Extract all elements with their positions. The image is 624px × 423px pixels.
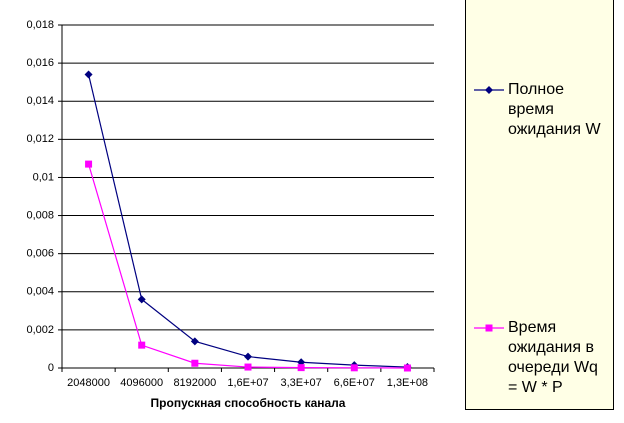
x-tick-label: 6,6E+07	[334, 377, 375, 389]
legend-entry: Время ожидания в очереди Wq = W * P	[474, 318, 612, 398]
y-tick-label: 0,01	[33, 171, 54, 183]
legend-label: Время ожидания в очереди Wq = W * P	[508, 319, 598, 396]
legend-label: Полное время ожидания W	[508, 81, 601, 138]
data-point	[244, 363, 252, 371]
data-point	[190, 337, 199, 346]
y-tick-label: 0	[48, 362, 54, 374]
x-tick-label: 8192000	[173, 377, 216, 389]
data-point	[137, 295, 146, 304]
legend-marker	[485, 324, 493, 332]
x-tick-label: 4096000	[120, 377, 163, 389]
series-line	[87, 74, 408, 368]
y-tick-label: 0,008	[26, 209, 54, 221]
data-point	[84, 70, 93, 79]
data-point	[191, 359, 199, 367]
y-tick-label: 0,016	[26, 57, 54, 69]
x-tick-label: 2048000	[67, 377, 110, 389]
y-tick-label: 0,004	[26, 286, 54, 298]
y-tick-label: 0,018	[26, 19, 54, 31]
y-tick-label: 0,012	[26, 133, 54, 145]
y-tick-label: 0,014	[26, 95, 54, 107]
data-point	[350, 364, 358, 372]
legend-marker	[485, 86, 493, 94]
plot: Пропускная способность канала 0 0,002 0,00…	[26, 19, 435, 410]
x-tick-label: 1,6E+07	[227, 377, 268, 389]
legend: Полное время ожидания W Время ожидания в …	[465, 0, 614, 410]
legend-swatch	[474, 86, 504, 94]
x-axis-label: Пропускная способность канала	[151, 396, 346, 410]
legend-swatch	[474, 324, 504, 332]
data-point	[297, 364, 305, 372]
y-tick-label: 0,006	[26, 248, 54, 260]
x-tick-label: 3,3E+07	[280, 377, 321, 389]
data-point	[85, 160, 93, 168]
data-point	[138, 341, 146, 349]
series-line	[87, 163, 408, 369]
legend-entry: Полное время ожидания W	[474, 80, 612, 140]
data-point	[403, 364, 411, 372]
x-tick-label: 1,3E+08	[387, 377, 428, 389]
y-tick-label: 0,002	[26, 324, 54, 336]
data-point	[244, 352, 252, 361]
